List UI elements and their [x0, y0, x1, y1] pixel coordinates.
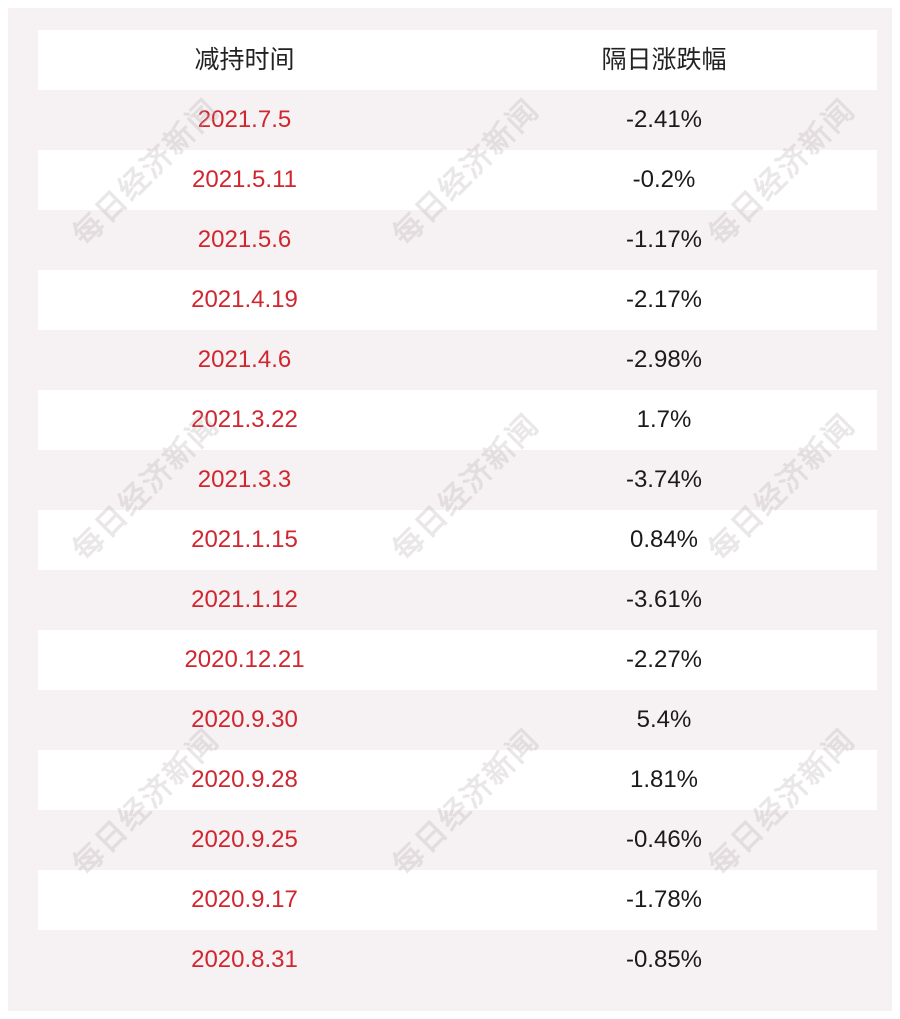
next-day-change-cell: -1.17%: [625, 226, 703, 253]
next-day-change-cell: 5.4%: [636, 706, 692, 733]
next-day-change-cell: 1.7%: [636, 406, 692, 433]
table-row: 2020.9.30 5.4%: [38, 690, 877, 750]
table-row: 2021.5.6 -1.17%: [38, 210, 877, 270]
table-row: 2021.5.11 -0.2%: [38, 150, 877, 210]
reduction-date-cell: 2021.3.3: [197, 466, 292, 493]
reduction-date-cell: 2020.9.25: [191, 826, 298, 853]
next-day-change-cell: -2.41%: [625, 106, 703, 133]
table-row: 2020.8.31 -0.85%: [38, 930, 877, 990]
header-next-day-change: 隔日涨跌幅: [601, 46, 727, 74]
table-row: 2020.9.28 1.81%: [38, 750, 877, 810]
next-day-change-cell: -0.85%: [625, 946, 703, 973]
next-day-change-cell: -2.27%: [625, 646, 703, 673]
table-row: 2021.1.15 0.84%: [38, 510, 877, 570]
next-day-change-cell: 1.81%: [629, 766, 699, 793]
reduction-date-cell: 2021.7.5: [197, 106, 292, 133]
stock-reduction-table: 减持时间 隔日涨跌幅 2021.7.5 -2.41% 2021.5.11 -0.2% 2…: [38, 30, 877, 990]
reduction-date-cell: 2021.4.19: [191, 286, 298, 313]
table-row: 2021.4.19 -2.17%: [38, 270, 877, 330]
table-row: 2020.9.17 -1.78%: [38, 870, 877, 930]
reduction-date-cell: 2021.5.11: [192, 166, 297, 193]
next-day-change-cell: -0.46%: [625, 826, 703, 853]
next-day-change-cell: -1.78%: [625, 886, 703, 913]
reduction-date-cell: 2021.4.6: [197, 346, 292, 373]
reduction-date-cell: 2020.12.21: [184, 646, 305, 673]
reduction-date-cell: 2020.9.28: [191, 766, 298, 793]
reduction-date-cell: 2020.8.31: [191, 946, 298, 973]
table-row: 2021.7.5 -2.41%: [38, 90, 877, 150]
reduction-date-cell: 2020.9.30: [191, 706, 298, 733]
table-row: 2021.3.22 1.7%: [38, 390, 877, 450]
table-row: 2021.1.12 -3.61%: [38, 570, 877, 630]
table-header: 减持时间 隔日涨跌幅: [38, 30, 877, 90]
reduction-date-cell: 2021.1.12: [191, 586, 298, 613]
reduction-date-cell: 2021.1.15: [191, 526, 298, 553]
table-row: 2021.4.6 -2.98%: [38, 330, 877, 390]
next-day-change-cell: -3.61%: [625, 586, 703, 613]
next-day-change-cell: -2.17%: [625, 286, 703, 313]
table-row: 2021.3.3 -3.74%: [38, 450, 877, 510]
reduction-date-cell: 2020.9.17: [191, 886, 298, 913]
next-day-change-cell: -3.74%: [625, 466, 703, 493]
reduction-date-cell: 2021.5.6: [197, 226, 292, 253]
reduction-date-cell: 2021.3.22: [191, 406, 298, 433]
next-day-change-cell: 0.84%: [629, 526, 699, 553]
table-row: 2020.12.21 -2.27%: [38, 630, 877, 690]
header-reduction-date: 减持时间: [194, 46, 295, 74]
table-panel: 减持时间 隔日涨跌幅 2021.7.5 -2.41% 2021.5.11 -0.2% 2…: [8, 8, 892, 1011]
next-day-change-cell: -0.2%: [632, 166, 696, 193]
next-day-change-cell: -2.98%: [625, 346, 703, 373]
table-row: 2020.9.25 -0.46%: [38, 810, 877, 870]
